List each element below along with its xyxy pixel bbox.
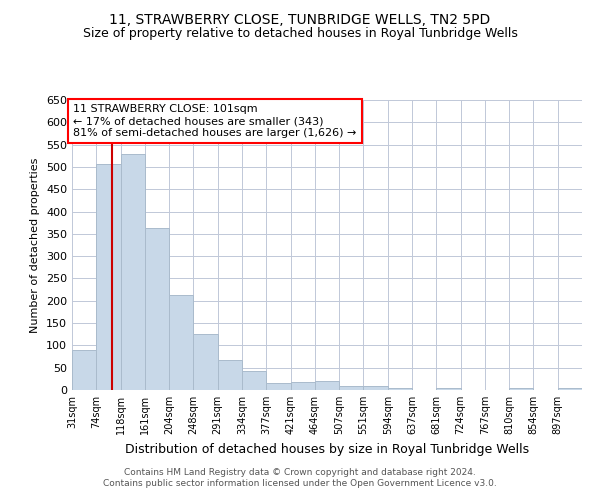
Text: 11, STRAWBERRY CLOSE, TUNBRIDGE WELLS, TN2 5PD: 11, STRAWBERRY CLOSE, TUNBRIDGE WELLS, T…	[109, 12, 491, 26]
Bar	[266, 384, 290, 390]
Bar	[388, 388, 412, 390]
Bar	[509, 388, 533, 390]
Bar	[290, 382, 315, 390]
Bar	[145, 228, 169, 390]
Text: Contains HM Land Registry data © Crown copyright and database right 2024.
Contai: Contains HM Land Registry data © Crown c…	[103, 468, 497, 487]
Bar	[339, 386, 364, 390]
Bar	[72, 350, 96, 390]
Bar	[315, 381, 339, 390]
X-axis label: Distribution of detached houses by size in Royal Tunbridge Wells: Distribution of detached houses by size …	[125, 442, 529, 456]
Bar	[436, 388, 461, 390]
Bar	[558, 388, 582, 390]
Bar	[169, 295, 193, 390]
Text: 11 STRAWBERRY CLOSE: 101sqm
← 17% of detached houses are smaller (343)
81% of se: 11 STRAWBERRY CLOSE: 101sqm ← 17% of det…	[73, 104, 356, 138]
Bar	[96, 164, 121, 390]
Text: Size of property relative to detached houses in Royal Tunbridge Wells: Size of property relative to detached ho…	[83, 28, 517, 40]
Bar	[121, 154, 145, 390]
Bar	[364, 386, 388, 390]
Bar	[242, 372, 266, 390]
Y-axis label: Number of detached properties: Number of detached properties	[31, 158, 40, 332]
Bar	[218, 360, 242, 390]
Bar	[193, 334, 218, 390]
